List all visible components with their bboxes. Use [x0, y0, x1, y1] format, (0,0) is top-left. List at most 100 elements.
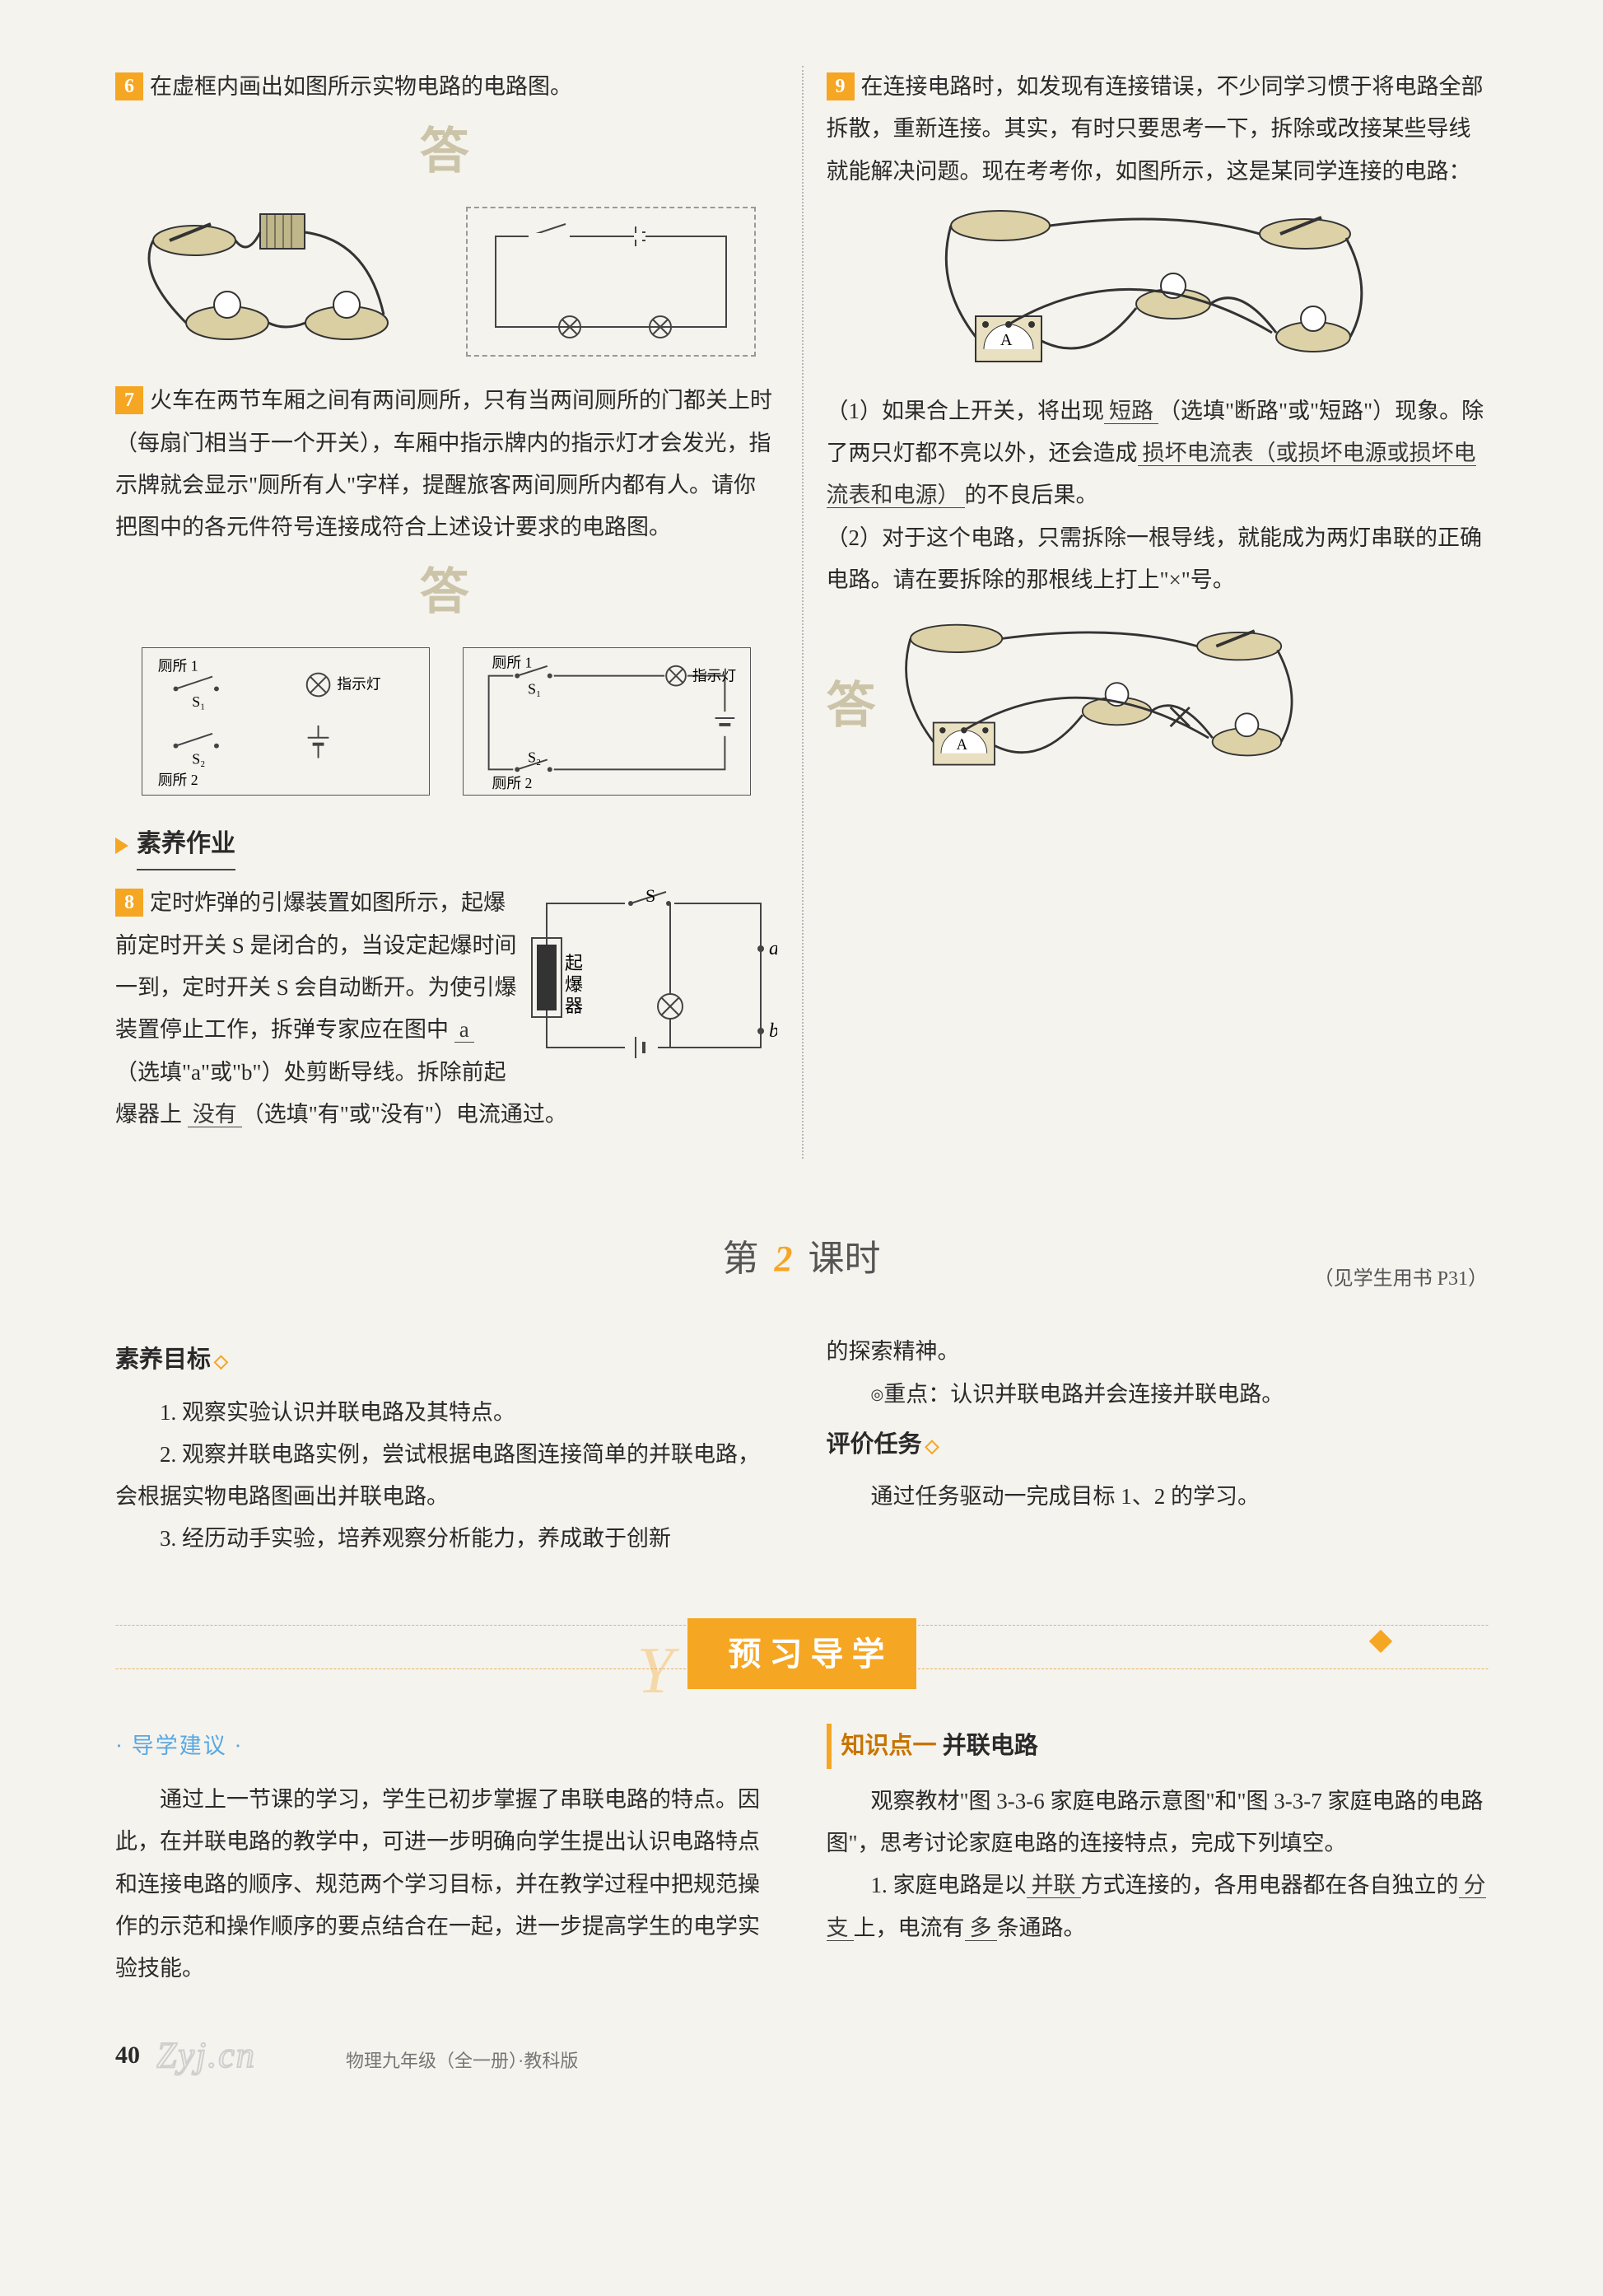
keshi-item3-cont: 的探索精神。: [827, 1331, 1489, 1373]
footer-text: 物理九年级（全一册）·教科版: [346, 2044, 578, 2079]
q8-blank-2: 没有: [188, 1102, 242, 1127]
question-6: 6在虚框内画出如图所示实物电路的电路图。 答: [115, 66, 777, 357]
svg-text:a: a: [769, 938, 777, 959]
q8-blank-1: a: [454, 1017, 474, 1043]
question-7: 7火车在两节车厢之间有两间厕所，只有当两间厕所的门都关上时（每扇门相当于一个开关…: [115, 380, 777, 796]
q7-wc1-label: 厕所 1: [157, 658, 198, 674]
q9-fig-1: A: [827, 201, 1489, 374]
lesson-title-num: 2: [768, 1239, 799, 1279]
keshi-zhongdian: ◎重点：认识并联电路并会连接并联电路。: [827, 1374, 1489, 1416]
svg-text:器: 器: [565, 996, 583, 1016]
zhishi-orange: 知识点一: [841, 1733, 937, 1759]
question-9: 9在连接电路时，如发现有连接错误，不少同学习惯于将电路全部拆散，重新连接。其实，…: [827, 66, 1489, 782]
q6-text: 6在虚框内画出如图所示实物电路的电路图。: [115, 66, 777, 108]
fill3-tail: 条通路。: [997, 1916, 1086, 1940]
watermark: Zyj.cn: [156, 2032, 329, 2079]
svg-text:A: A: [1000, 331, 1013, 349]
fill1-pre: 1. 家庭电路是以: [871, 1873, 1027, 1897]
q9-part1: （1）如果合上开关，将出现短路（选填"断路"或"短路"）现象。除了两只灯都不亮以…: [827, 390, 1489, 517]
svg-text:Zyj.cn: Zyj.cn: [156, 2035, 256, 2075]
advice-label: · 导学建议 ·: [115, 1725, 777, 1767]
column-divider: [802, 66, 804, 1159]
keshi-item3: 3. 经历动手实验，培养观察分析能力，养成敢于创新: [115, 1518, 777, 1560]
svg-text:A: A: [956, 736, 967, 754]
q6-body: 在虚框内画出如图所示实物电路的电路图。: [150, 74, 572, 99]
diamond-icon: ◇: [211, 1351, 228, 1371]
lesson-title-post: 课时: [808, 1239, 881, 1279]
q8-after2: （选填"有"或"没有"）电流通过。: [242, 1102, 567, 1127]
keshi-item2: 2. 观察并联电路实例，尝试根据电路图连接简单的并联电路，会根据实物电路图画出并…: [115, 1434, 777, 1519]
suyang-head-text: 素养目标: [115, 1346, 211, 1373]
q7-body: 火车在两节车厢之间有两间厕所，只有当两间厕所的门都关上时（每扇门相当于一个开关）…: [115, 388, 772, 539]
q6-answer-watermark: 答: [115, 105, 777, 198]
q8-num: 8: [115, 889, 143, 917]
keshi-right: 的探索精神。 ◎重点：认识并联电路并会连接并联电路。 评价任务◇ 通过任务驱动一…: [827, 1331, 1489, 1560]
pingjia-text: 通过任务驱动一完成目标 1、2 的学习。: [827, 1476, 1489, 1518]
q6-figures: [115, 207, 777, 357]
q7-text: 7火车在两节车厢之间有两间厕所，只有当两间厕所的门都关上时（每扇门相当于一个开关…: [115, 380, 777, 548]
zhongdian-text: 重点：认识并联电路并会连接并联电路。: [883, 1382, 1284, 1407]
q6-schematic-box: [466, 207, 756, 357]
svg-text:S: S: [645, 887, 655, 906]
svg-text:指示灯: 指示灯: [337, 676, 381, 693]
svg-text:S₂: S₂: [528, 749, 541, 766]
svg-text:指示灯: 指示灯: [692, 668, 737, 684]
q8-circuit-icon: S 起 爆 器: [530, 887, 777, 1068]
q9-circuit-2-icon: A: [888, 609, 1316, 782]
svg-text:S₂: S₂: [192, 751, 205, 768]
q9-p1-ans: 短路: [1104, 399, 1158, 424]
q9-part2: （2）对于这个电路，只需拆除一根导线，就能成为两灯串联的正确电路。请在要拆除的那…: [827, 517, 1489, 602]
suyang-mubiao-head: 素养目标◇: [115, 1337, 777, 1383]
zhishi-head: 知识点一 并联电路: [827, 1724, 1489, 1769]
svg-text:b: b: [769, 1020, 777, 1042]
suyang-section-head: 素养作业: [115, 820, 777, 870]
fill1-ans: 并联: [1027, 1873, 1081, 1898]
q6-schematic-icon: [479, 220, 743, 343]
q9-num: 9: [827, 72, 855, 100]
keshi-left: 素养目标◇ 1. 观察实验认识并联电路及其特点。 2. 观察并联电路实例，尝试根…: [115, 1331, 777, 1560]
q9-p1-lead: （1）如果合上开关，将出现: [827, 399, 1105, 423]
svg-text:爆: 爆: [565, 974, 583, 995]
svg-text:厕所 1: 厕所 1: [492, 655, 532, 671]
svg-text:厕所 2: 厕所 2: [157, 772, 198, 789]
q7-answer-watermark: 答: [115, 545, 777, 639]
fill-line-1: 1. 家庭电路是以并联方式连接的，各用电器都在各自独立的分支上，电流有多条通路。: [827, 1864, 1489, 1949]
upper-two-column: 6在虚框内画出如图所示实物电路的电路图。 答: [115, 66, 1488, 1159]
watermark-icon: Zyj.cn: [156, 2032, 329, 2079]
q9-circuit-1-icon: A: [926, 201, 1387, 374]
yuxi-banner: 预习导学: [115, 1618, 1488, 1676]
q9-text: 9在连接电路时，如发现有连接错误，不少同学习惯于将电路全部拆散，重新连接。其实，…: [827, 66, 1489, 193]
keshi-item1: 1. 观察实验认识并联电路及其特点。: [115, 1392, 777, 1434]
q9-answer-watermark: 答: [827, 659, 879, 753]
banner-diamond-icon: [1369, 1630, 1392, 1653]
q6-real-circuit-icon: [137, 208, 433, 356]
q7-components-icon: 厕所 1 S₁ S₂ 厕所 2 指示灯: [142, 647, 430, 796]
lesson-title-pre: 第: [723, 1239, 759, 1279]
banner-text: 预习导学: [687, 1618, 916, 1689]
daoxue-two-col: · 导学建议 · 通过上一节课的学习，学生已初步掌握了串联电路的特点。因此，在并…: [115, 1717, 1488, 1990]
diamond-icon-2: ◇: [922, 1435, 939, 1456]
circle-dot-icon: ◎: [871, 1386, 884, 1402]
fill1-mid: 方式连接的，各用电器都在各自独立的: [1081, 1873, 1459, 1897]
pingjia-head: 评价任务◇: [827, 1422, 1489, 1468]
q9-body: 在连接电路时，如发现有连接错误，不少同学习惯于将电路全部拆散，重新连接。其实，有…: [827, 74, 1484, 184]
q7-num: 7: [115, 386, 143, 414]
left-column: 6在虚框内画出如图所示实物电路的电路图。 答: [115, 66, 777, 1159]
q7-figures: 厕所 1 S₁ S₂ 厕所 2 指示灯: [115, 647, 777, 796]
zhishi-text: 观察教材"图 3-3-6 家庭电路示意图"和"图 3-3-7 家庭电路的电路图"…: [827, 1780, 1489, 1865]
zhishi-black: 并联电路: [943, 1733, 1038, 1759]
fill3-ans: 多: [965, 1916, 997, 1941]
daoxue-right: 知识点一 并联电路 观察教材"图 3-3-6 家庭电路示意图"和"图 3-3-7…: [827, 1717, 1489, 1990]
q9-p1-tail: 的不良后果。: [965, 483, 1098, 507]
suyang-title: 素养作业: [137, 820, 235, 870]
right-column: 9在连接电路时，如发现有连接错误，不少同学习惯于将电路全部拆散，重新连接。其实，…: [827, 66, 1489, 1159]
q9-fig-2-wrap: 答 A: [827, 609, 1489, 782]
keshi-two-col: 素养目标◇ 1. 观察实验认识并联电路及其特点。 2. 观察并联电路实例，尝试根…: [115, 1331, 1488, 1560]
page-number: 40: [115, 2032, 140, 2079]
daoxue-left: · 导学建议 · 通过上一节课的学习，学生已初步掌握了串联电路的特点。因此，在并…: [115, 1717, 777, 1990]
pingjia-head-text: 评价任务: [827, 1431, 922, 1458]
orange-arrow-icon: [115, 838, 128, 854]
advice-text: 通过上一节课的学习，学生已初步掌握了串联电路的特点。因此，在并联电路的教学中，可…: [115, 1779, 777, 1990]
page-footer: 40 Zyj.cn 物理九年级（全一册）·教科版: [115, 2032, 1488, 2079]
svg-text:S₁: S₁: [192, 694, 205, 711]
